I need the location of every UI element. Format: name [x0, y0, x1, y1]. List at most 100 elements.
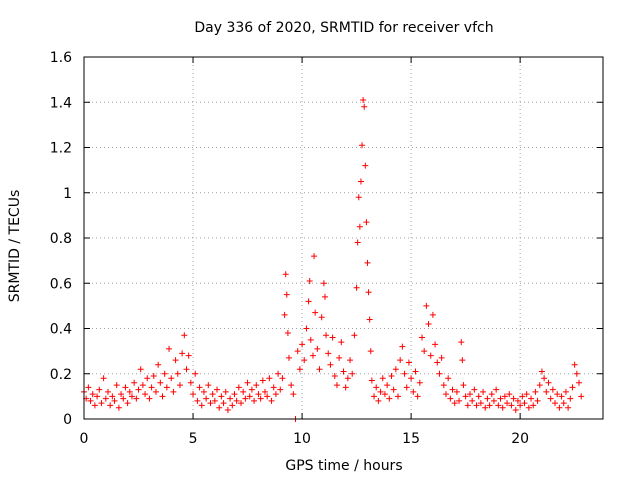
data-point: [573, 370, 580, 377]
data-point: [89, 391, 96, 398]
data-point: [220, 400, 227, 407]
data-point: [157, 379, 164, 386]
data-point: [416, 379, 423, 386]
x-tick-label: 10: [293, 431, 311, 447]
data-point: [530, 402, 537, 409]
data-point: [543, 388, 550, 395]
data-point: [425, 320, 432, 327]
data-point: [137, 366, 144, 373]
y-tick-label: 0: [63, 412, 72, 428]
x-tick-label: 15: [402, 431, 420, 447]
data-point: [111, 397, 118, 404]
data-point: [381, 391, 388, 398]
data-point: [484, 395, 491, 402]
data-point: [255, 391, 262, 398]
data-point: [185, 352, 192, 359]
data-point: [146, 395, 153, 402]
data-point: [296, 366, 303, 373]
data-point: [290, 391, 297, 398]
data-point: [120, 395, 127, 402]
data-point: [569, 384, 576, 391]
data-point: [412, 368, 419, 375]
data-point: [440, 382, 447, 389]
data-point: [471, 386, 478, 393]
data-point: [270, 384, 277, 391]
data-points: [81, 96, 585, 422]
data-point: [253, 382, 260, 389]
data-point: [349, 370, 356, 377]
data-point: [301, 357, 308, 364]
data-point: [388, 373, 395, 380]
data-point: [196, 384, 203, 391]
data-point: [187, 379, 194, 386]
data-point: [371, 393, 378, 400]
data-point: [464, 402, 471, 409]
axis-ticks: 0 5 10 15 20 0 0.2 0.4 0.6 0.8 1 1.2 1.4 1.6: [50, 50, 603, 447]
chart-title: Day 336 of 2020, SRMTID for receiver vfc…: [194, 20, 493, 36]
data-point: [486, 402, 493, 409]
data-point: [338, 339, 345, 346]
data-point: [475, 393, 482, 400]
data-point: [207, 400, 214, 407]
data-point: [242, 395, 249, 402]
data-point: [275, 370, 282, 377]
data-point: [203, 395, 210, 402]
data-point: [303, 325, 310, 332]
data-point: [128, 393, 135, 400]
data-point: [305, 298, 312, 305]
data-point: [521, 400, 528, 407]
data-point: [85, 384, 92, 391]
data-point: [229, 402, 236, 409]
data-point: [466, 391, 473, 398]
data-point: [495, 402, 502, 409]
data-point: [497, 395, 504, 402]
data-point: [458, 339, 465, 346]
data-point: [87, 397, 94, 404]
data-point: [395, 393, 402, 400]
data-point: [163, 384, 170, 391]
data-point: [194, 397, 201, 404]
data-point: [367, 348, 374, 355]
data-point: [469, 397, 476, 404]
data-point: [512, 406, 519, 413]
data-point: [306, 277, 313, 284]
data-point: [360, 96, 367, 103]
data-point: [432, 341, 439, 348]
data-point: [578, 393, 585, 400]
data-point: [510, 395, 517, 402]
grid-lines: [84, 57, 603, 419]
data-point: [257, 395, 264, 402]
data-point: [462, 393, 469, 400]
data-point: [246, 393, 253, 400]
data-point: [107, 402, 114, 409]
data-point: [545, 379, 552, 386]
y-tick-label: 0.4: [50, 322, 72, 338]
data-point: [423, 302, 430, 309]
data-point: [91, 402, 98, 409]
data-point: [493, 386, 500, 393]
data-point: [96, 386, 103, 393]
data-point: [532, 388, 539, 395]
data-point: [314, 345, 321, 352]
data-point: [390, 386, 397, 393]
data-point: [235, 384, 242, 391]
data-point: [190, 391, 197, 398]
data-point: [525, 404, 532, 411]
data-point: [541, 375, 548, 382]
data-point: [179, 350, 186, 357]
data-point: [368, 377, 375, 384]
data-point: [222, 388, 229, 395]
data-point: [355, 194, 362, 201]
data-point: [336, 354, 343, 361]
data-point: [152, 388, 159, 395]
data-point: [436, 370, 443, 377]
x-tick-label: 5: [189, 431, 198, 447]
data-point: [161, 370, 168, 377]
data-point: [552, 400, 559, 407]
data-point: [98, 400, 105, 407]
data-point: [214, 386, 221, 393]
data-point: [115, 404, 122, 411]
data-point: [565, 404, 572, 411]
data-point: [176, 382, 183, 389]
data-point: [211, 397, 218, 404]
